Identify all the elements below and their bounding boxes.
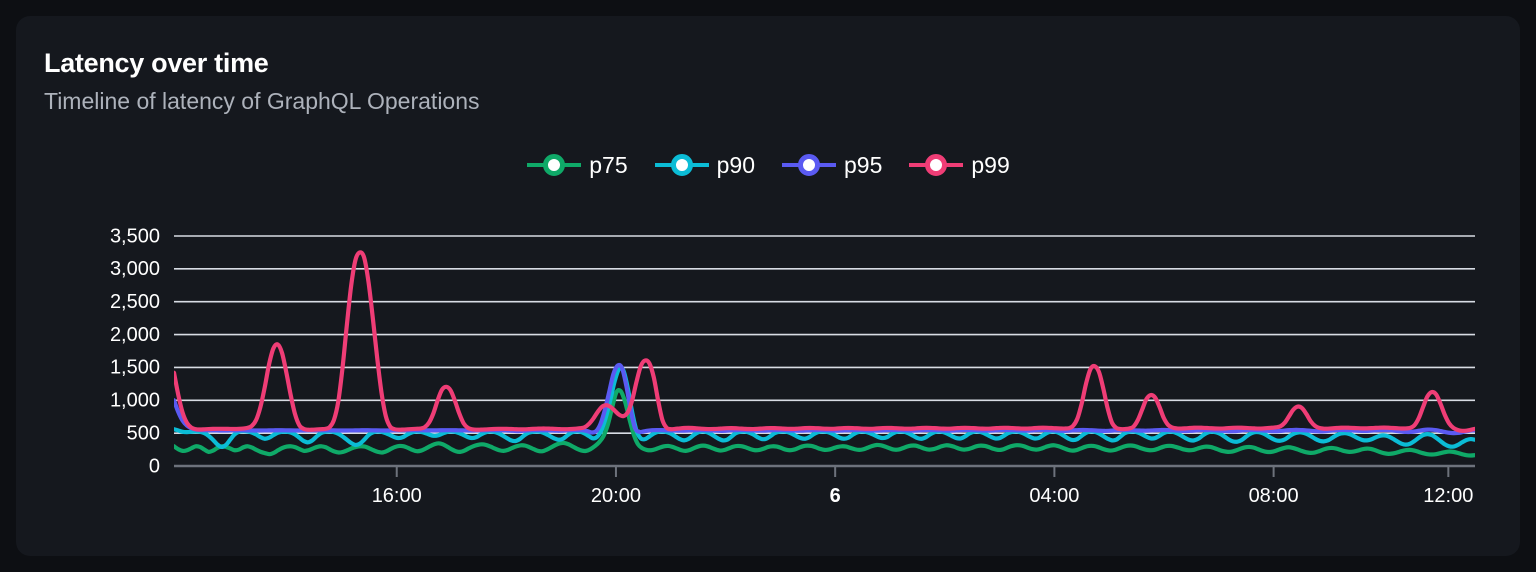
x-tick-label: 16:00 [372, 485, 422, 507]
x-tick-label: 20:00 [591, 485, 641, 507]
legend-item-p95[interactable]: p95 [781, 152, 882, 178]
y-tick-label: 1,500 [110, 357, 160, 379]
chart-header: Latency over time Timeline of latency of… [44, 46, 1044, 116]
legend-label-p75: p75 [589, 152, 628, 178]
x-tick-label: 6 [830, 485, 841, 507]
series-group [174, 250, 1475, 458]
y-tick-label: 0 [149, 455, 160, 477]
x-tick-label: 04:00 [1029, 485, 1079, 507]
series-line-p95 [174, 362, 1475, 436]
x-tick-label: 12:00 [1423, 485, 1473, 507]
series-line-p90 [174, 365, 1475, 450]
y-tick-label: 3,000 [110, 258, 160, 280]
y-tick-label: 1,000 [110, 390, 160, 412]
chart-subtitle: Timeline of latency of GraphQL Operation… [44, 88, 480, 114]
legend-item-p90[interactable]: p90 [654, 152, 755, 178]
y-tick-label: 2,000 [110, 324, 160, 346]
legend-item-p75[interactable]: p75 [526, 152, 628, 178]
legend-label-p95: p95 [844, 152, 883, 178]
legend-label-p99: p99 [971, 152, 1010, 178]
series-line-p75 [174, 387, 1475, 458]
page-title: Latency over time [44, 48, 269, 78]
chart-legend: p75 p90 p95 p99 [16, 152, 1520, 178]
y-tick-label: 500 [127, 422, 160, 444]
legend-swatch-p90 [654, 154, 709, 176]
legend-swatch-p99 [909, 154, 964, 176]
y-tick-label: 2,500 [110, 291, 160, 313]
legend-label-p90: p90 [716, 152, 755, 178]
y-tick-label: 3,500 [110, 225, 160, 247]
legend-item-p99[interactable]: p99 [908, 152, 1010, 178]
legend-swatch-p95 [782, 154, 836, 176]
series-line-p99 [174, 250, 1475, 433]
latency-line-chart: 3,500 3,000 2,500 2,000 1,500 1,000 500 0 16:00 2… [110, 225, 1475, 507]
x-tick-label: 08:00 [1249, 485, 1299, 507]
legend-swatch-p75 [527, 154, 582, 176]
latency-chart-card: Latency over time Timeline of latency of… [16, 16, 1520, 556]
plot-area: 3,500 3,000 2,500 2,000 1,500 1,000 500 0 16:00 2… [16, 206, 1520, 526]
